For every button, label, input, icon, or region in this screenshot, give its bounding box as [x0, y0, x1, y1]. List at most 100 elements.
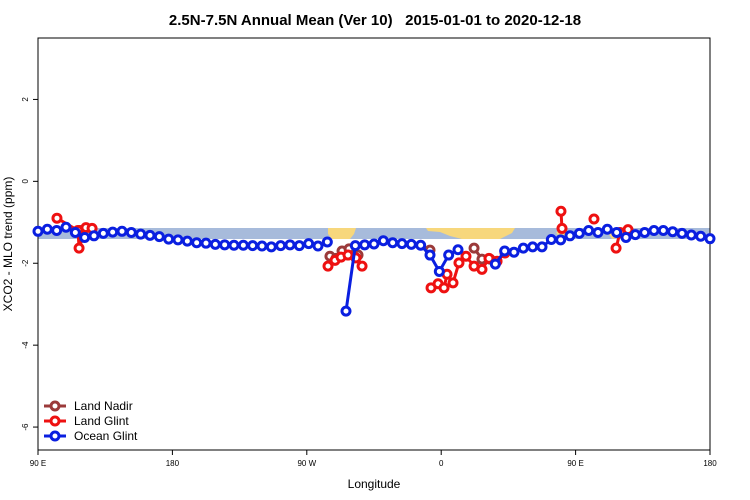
x-tick-label: 0 — [439, 459, 444, 468]
y-axis-label: XCO2 - MLO trend (ppm) — [1, 177, 15, 312]
data-point — [556, 222, 568, 234]
data-point — [125, 227, 137, 239]
data-point — [468, 242, 480, 254]
data-point — [265, 241, 277, 253]
data-point — [588, 213, 600, 225]
data-point — [69, 227, 81, 239]
data-point — [460, 250, 472, 262]
data-point — [181, 235, 193, 247]
legend-marker — [49, 430, 61, 442]
x-tick-label: 90 E — [567, 459, 583, 468]
data-point — [41, 223, 53, 235]
data-point — [51, 224, 63, 236]
x-tick-label: 180 — [166, 459, 180, 468]
x-tick-label: 90 E — [30, 459, 46, 468]
data-point — [200, 237, 212, 249]
data-point — [97, 227, 109, 239]
data-point — [275, 240, 287, 252]
data-point — [489, 258, 501, 270]
x-tick-label: 90 W — [297, 459, 316, 468]
data-point — [356, 260, 368, 272]
data-point — [377, 235, 389, 247]
data-point — [447, 277, 459, 289]
data-point — [620, 231, 632, 243]
data-point — [704, 233, 716, 245]
data-point — [359, 239, 371, 251]
data-point — [536, 241, 548, 253]
data-point — [237, 239, 249, 251]
legend-marker — [49, 415, 61, 427]
data-point — [219, 239, 231, 251]
y-tick-label: -6 — [21, 423, 30, 431]
y-tick-label: -4 — [21, 341, 30, 349]
ocean-band — [38, 228, 710, 239]
data-point — [209, 238, 221, 250]
data-point — [284, 239, 296, 251]
data-point — [88, 230, 100, 242]
data-point — [32, 225, 44, 237]
data-point — [648, 224, 660, 236]
data-point — [340, 305, 352, 317]
data-point — [573, 227, 585, 239]
x-axis-label: Longitude — [348, 477, 401, 491]
data-point — [135, 228, 147, 240]
data-point — [611, 227, 623, 239]
data-point — [433, 265, 445, 277]
data-point — [639, 227, 651, 239]
data-point — [322, 260, 334, 272]
data-point — [685, 229, 697, 241]
data-point — [303, 238, 315, 250]
data-point — [60, 221, 72, 233]
land-patch — [426, 228, 515, 239]
y-tick-label: -2 — [21, 259, 30, 267]
data-point — [256, 240, 268, 252]
data-point — [153, 231, 165, 243]
data-point — [499, 245, 511, 257]
data-point — [144, 229, 156, 241]
series — [32, 221, 716, 317]
data-point — [424, 249, 436, 261]
data-point — [51, 212, 63, 224]
data-point — [583, 224, 595, 236]
data-point — [73, 242, 85, 254]
data-point — [349, 240, 361, 252]
y-tick-label: 2 — [21, 97, 30, 102]
data-point — [476, 263, 488, 275]
data-point — [415, 239, 427, 251]
data-point — [545, 233, 557, 245]
data-point — [564, 230, 576, 242]
data-point — [405, 238, 417, 250]
data-point — [438, 282, 450, 294]
data-point — [228, 239, 240, 251]
data-point — [163, 233, 175, 245]
data-point — [657, 224, 669, 236]
data-point — [368, 238, 380, 250]
data-point — [443, 249, 455, 261]
data-point — [610, 242, 622, 254]
data-point — [452, 244, 464, 256]
data-point — [555, 234, 567, 246]
legend-label: Land Nadir — [74, 399, 133, 413]
data-point — [527, 241, 539, 253]
data-point — [396, 238, 408, 250]
data-point — [695, 230, 707, 242]
data-point — [116, 225, 128, 237]
data-point — [517, 242, 529, 254]
data-point — [191, 237, 203, 249]
data-point — [453, 257, 465, 269]
legend-marker — [49, 400, 61, 412]
data-point — [293, 240, 305, 252]
data-point — [107, 226, 119, 238]
data-point — [312, 240, 324, 252]
land-patch — [328, 228, 356, 239]
data-point — [508, 246, 520, 258]
data-point — [629, 229, 641, 241]
y-tick-label: 0 — [21, 179, 30, 184]
chart-title: 2.5N-7.5N Annual Mean (Ver 10) 2015-01-0… — [169, 12, 581, 29]
data-point — [172, 234, 184, 246]
x-tick-label: 180 — [703, 459, 717, 468]
legend-label: Land Glint — [74, 414, 129, 428]
